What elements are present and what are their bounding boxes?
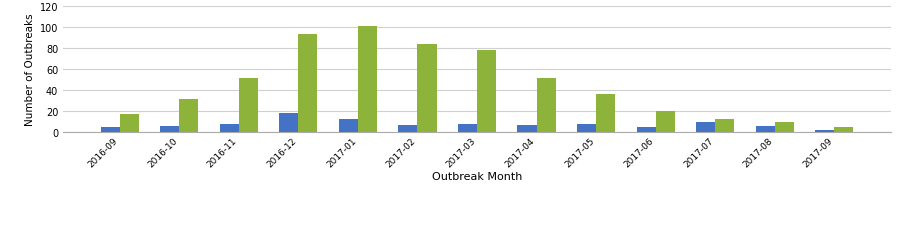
X-axis label: Outbreak Month: Outbreak Month [432, 171, 522, 181]
Bar [477, 51, 496, 133]
Bar [399, 125, 418, 133]
Bar [101, 128, 120, 133]
Bar [636, 128, 656, 133]
Bar [834, 128, 853, 133]
Bar [536, 78, 555, 133]
Bar [696, 122, 716, 133]
Bar [418, 45, 436, 133]
Bar [338, 119, 358, 133]
Bar [220, 124, 238, 133]
Bar [298, 35, 318, 133]
Bar [596, 95, 616, 133]
Y-axis label: Number of Outbreaks: Number of Outbreaks [25, 14, 35, 126]
Bar [160, 126, 179, 133]
Bar [656, 112, 675, 133]
Bar [179, 99, 198, 133]
Bar [815, 131, 834, 133]
Bar [775, 122, 794, 133]
Bar [358, 27, 377, 133]
Bar [577, 124, 596, 133]
Bar [238, 78, 258, 133]
Bar [458, 124, 477, 133]
Bar [279, 114, 298, 133]
Bar [518, 125, 536, 133]
Bar [120, 115, 139, 133]
Bar [756, 126, 775, 133]
Bar [716, 119, 734, 133]
